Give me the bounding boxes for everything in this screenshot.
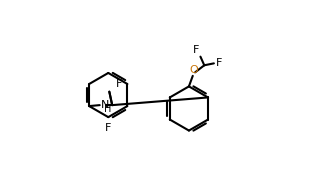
- Text: N: N: [101, 100, 109, 110]
- Text: F: F: [215, 58, 222, 68]
- Text: F: F: [193, 45, 199, 55]
- Text: F: F: [105, 123, 111, 133]
- Text: O: O: [189, 65, 198, 75]
- Text: F: F: [116, 79, 123, 89]
- Text: H: H: [104, 103, 111, 114]
